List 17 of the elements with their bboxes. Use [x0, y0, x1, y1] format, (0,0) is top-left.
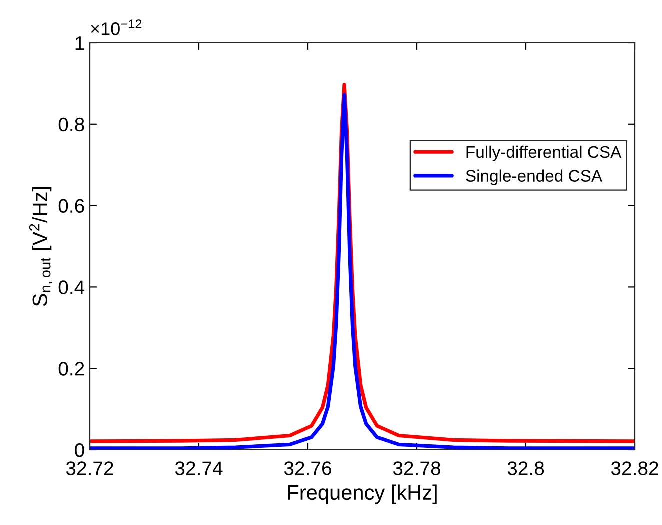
- x-tick-label: 32.72: [66, 462, 114, 476]
- y-tick-label: 1: [76, 36, 84, 50]
- legend-label: Single-ended CSA: [466, 170, 603, 186]
- x-tick-label: 32.76: [284, 462, 332, 476]
- x-tick-label: 32.82: [611, 462, 658, 476]
- y-tick-label: 0.4: [58, 280, 85, 294]
- x-axis-title: Frequency [kHz]: [288, 484, 437, 504]
- x-tick-label: 32.78: [393, 462, 440, 476]
- legend-label: Fully-differential CSA: [466, 146, 622, 162]
- y-tick-label: 0.6: [58, 199, 84, 214]
- y-tick-label: 0: [75, 443, 84, 458]
- x-tick-label: 32.8: [508, 462, 544, 476]
- y-tick-label: 0.8: [58, 118, 84, 132]
- y-tick-label: 0.2: [58, 362, 84, 376]
- x-tick-label: 32.74: [175, 462, 223, 476]
- text: ×10$^{−12}$: [91, 20, 142, 36]
- y-axis-title: S$_{n,out}$ [V$^{2}$/Hz]: [29, 187, 52, 306]
